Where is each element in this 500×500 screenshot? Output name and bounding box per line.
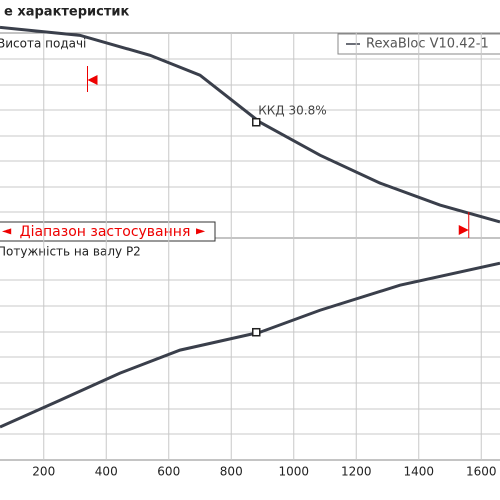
x-tick-label: 600 xyxy=(157,465,180,479)
range-arrow: ◄ xyxy=(2,224,12,238)
legend-label: RexaBloc V10.42-1 xyxy=(366,37,489,52)
x-tick-label: 1000 xyxy=(278,465,309,479)
x-tick-label: 200 xyxy=(32,465,55,479)
bottom-panel xyxy=(0,237,500,461)
y-label: Висота подачі xyxy=(0,37,86,51)
operating-point xyxy=(252,117,261,127)
chart-title: е характеристик xyxy=(4,5,130,20)
x-tick-label: 1200 xyxy=(341,465,372,479)
y-label: Потужність на валу P2 xyxy=(0,245,141,259)
range-label: Діапазон застосування xyxy=(20,224,191,240)
x-tick-label: 1400 xyxy=(403,465,434,479)
range-end-arrow xyxy=(458,225,469,235)
x-tick-label: 1600 xyxy=(466,465,497,479)
range-start-arrow xyxy=(87,75,98,85)
x-tick-label: 400 xyxy=(95,465,118,479)
efficiency-label: ККД 30.8% xyxy=(258,104,326,118)
operating-point xyxy=(252,327,261,337)
x-tick-label: 800 xyxy=(220,465,243,479)
grid xyxy=(0,58,500,435)
series-line xyxy=(0,261,500,429)
range-arrow: ► xyxy=(196,224,206,238)
